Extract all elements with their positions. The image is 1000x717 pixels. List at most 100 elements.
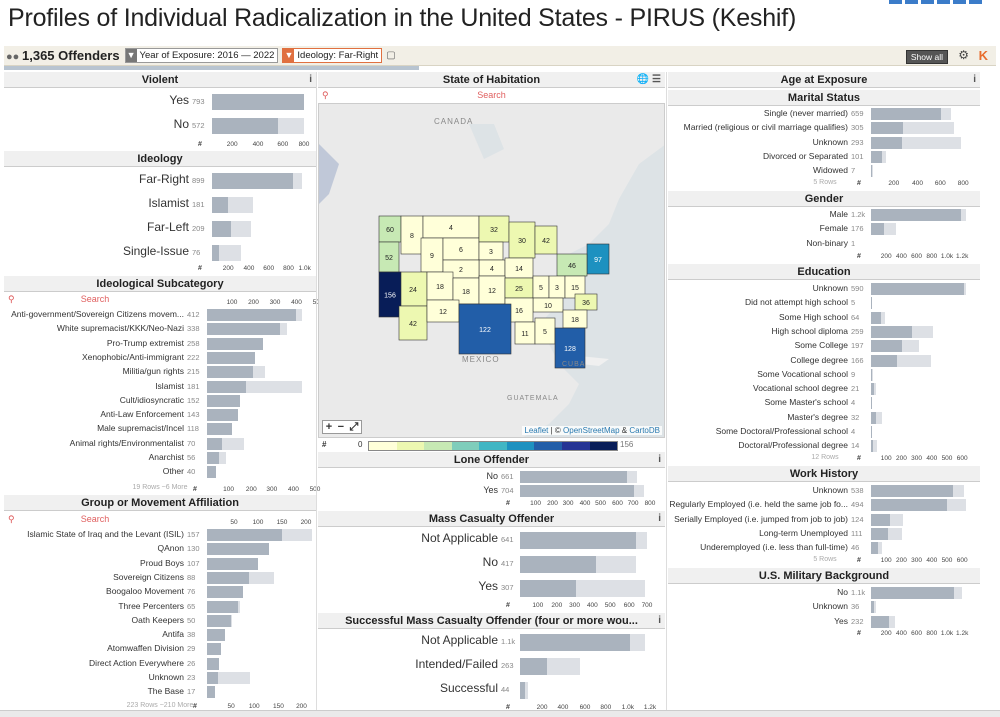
cartodb-link[interactable]: CartoDB xyxy=(629,426,660,435)
zoom-out-button[interactable]: − xyxy=(337,421,345,433)
axis-tick: 700 xyxy=(627,500,639,507)
row-count: 56 xyxy=(187,453,196,462)
state-count-label: 52 xyxy=(385,255,393,262)
row-label: Some College xyxy=(794,340,848,351)
group-search[interactable]: ⚲ Search xyxy=(8,514,110,524)
row-label: Pro-Trump extremist xyxy=(106,337,184,348)
more-rows-link[interactable]: 19 Rows ~6 More xyxy=(132,484,188,491)
axis-tick: 300 xyxy=(269,299,281,306)
info-icon[interactable]: i xyxy=(658,615,661,626)
gear-icon[interactable]: ⚙ xyxy=(958,48,969,62)
state-count-label: 8 xyxy=(410,233,414,240)
row-label: No xyxy=(837,587,848,597)
state-region[interactable] xyxy=(398,305,428,341)
axis-ticks: #200 400 600 800 1.0k 1.2k xyxy=(668,630,980,640)
row-count: 64 xyxy=(851,312,860,322)
row-label: No xyxy=(482,555,498,569)
globe-list-icon[interactable]: 🌐 ☰ xyxy=(636,74,661,85)
row-count: 29 xyxy=(187,644,196,654)
row-label: Xenophobic/Anti-immigrant xyxy=(81,351,184,362)
state-region[interactable] xyxy=(534,225,558,255)
more-rows-link[interactable]: 12 Rows xyxy=(811,454,839,461)
row-bar-selected xyxy=(871,383,875,396)
row-label: Boogaloo Movement xyxy=(106,586,184,597)
page-title: Profiles of Individual Radicalization in… xyxy=(8,4,797,32)
row-count: 124 xyxy=(851,514,864,524)
state-region[interactable] xyxy=(554,327,586,369)
row-count: 181 xyxy=(187,381,200,391)
row-bar-selected xyxy=(212,221,231,237)
axis-tick: 600 xyxy=(263,265,275,272)
show-all-button[interactable]: Show all xyxy=(905,50,948,64)
top-nav-dots[interactable] xyxy=(889,0,982,4)
row-label: Not Applicable xyxy=(421,633,498,647)
row-count: 111 xyxy=(851,528,863,538)
axis-tick: 300 xyxy=(562,500,574,507)
info-icon[interactable]: i xyxy=(973,74,976,85)
zoom-in-button[interactable]: + xyxy=(325,421,333,433)
axis-tick: 600 xyxy=(956,557,968,564)
more-rows-link[interactable]: 5 Rows xyxy=(813,179,837,186)
row-count: 118 xyxy=(187,424,199,434)
row-count: 4 xyxy=(851,427,856,436)
row-bar-selected xyxy=(871,136,902,149)
row-count: 307 xyxy=(501,583,514,592)
work-history-panel-header: Work History xyxy=(668,466,980,482)
filter-year[interactable]: ▼ Year of Exposure: 2016 — 2022 xyxy=(124,48,279,63)
state-count-label: 18 xyxy=(462,289,470,296)
row-label: Islamist xyxy=(148,196,189,210)
save-icon[interactable]: ▢ xyxy=(386,50,396,61)
row-bar-selected xyxy=(871,587,955,599)
axis-tick: 100 xyxy=(530,500,542,507)
axis-tick: 500 xyxy=(595,500,607,507)
state-region[interactable] xyxy=(478,215,510,243)
axis-tick: 400 xyxy=(252,141,264,148)
subcategory-search[interactable]: ⚲ Search xyxy=(8,294,110,304)
info-icon[interactable]: i xyxy=(658,454,661,465)
state-search[interactable]: ⚲ Search xyxy=(322,90,506,100)
bottom-scrollbar[interactable] xyxy=(0,710,1000,717)
row-label: Animal rights/Environmentalist xyxy=(69,437,184,448)
row-bar-selected xyxy=(207,600,239,613)
fullscreen-icon[interactable]: ⤢ xyxy=(349,420,359,433)
legend-swatch xyxy=(424,442,452,450)
state-region[interactable] xyxy=(426,271,454,301)
axis-tick: 200 xyxy=(245,486,257,493)
info-icon[interactable]: i xyxy=(309,74,312,85)
axis-tick: 50 xyxy=(230,519,238,526)
row-count: 222 xyxy=(187,352,200,362)
row-bar-selected xyxy=(207,380,247,393)
row-label: Some Doctoral/Professional school xyxy=(715,426,848,436)
row-label: Unknown xyxy=(812,485,848,495)
axis-tick: 400 xyxy=(586,602,598,609)
state-region[interactable] xyxy=(458,303,512,355)
more-rows-link[interactable]: 223 Rows ~210 More xyxy=(126,702,194,709)
filter-ideology[interactable]: ▼ Ideology: Far-Right xyxy=(282,48,383,63)
more-rows-link[interactable]: 5 Rows xyxy=(813,556,837,563)
state-map[interactable]: 60 52 8 4 9 6 32 3 30 42 4 2 14 97 46 24 18 18 12 25 156 5 3 15… xyxy=(318,103,665,438)
state-region[interactable] xyxy=(378,271,402,318)
row-bar-selected xyxy=(207,309,296,321)
row-bar-selected xyxy=(871,426,872,438)
row-count: 70 xyxy=(187,438,196,448)
row-label: Anti-Law Enforcement xyxy=(100,409,184,420)
axis-tick: 600 xyxy=(934,180,946,187)
state-count-label: 25 xyxy=(515,286,523,293)
state-count-label: 30 xyxy=(518,238,526,245)
row-bar-selected xyxy=(871,209,962,221)
axis-ticks: #100 200 300 400 500 600 700 800 xyxy=(318,500,665,510)
row-label: High school diploma xyxy=(771,325,848,336)
row-bar-selected xyxy=(871,513,890,526)
divider xyxy=(316,72,317,710)
row-count: 659 xyxy=(851,109,864,118)
info-icon[interactable]: i xyxy=(658,513,661,524)
osm-link[interactable]: OpenStreetMap xyxy=(563,426,620,435)
state-count-label: 5 xyxy=(539,285,543,292)
row-count: 176 xyxy=(851,224,864,234)
row-label: White supremacist/KKK/Neo-Nazi xyxy=(56,323,184,334)
row-label: Yes xyxy=(483,485,498,495)
leaflet-link[interactable]: Leaflet xyxy=(524,426,549,435)
axis-tick: 200 xyxy=(226,141,238,148)
row-bar-selected xyxy=(520,532,637,549)
